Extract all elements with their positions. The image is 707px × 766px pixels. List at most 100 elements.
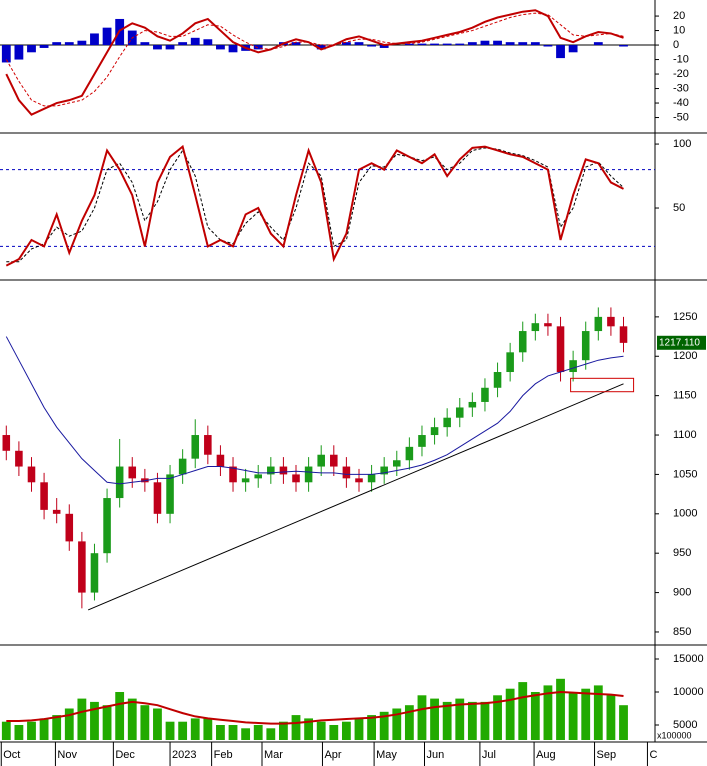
x-tick-label: Feb	[214, 749, 233, 761]
candle-body	[52, 509, 61, 514]
volume-bar	[304, 718, 314, 740]
volume-bar	[279, 721, 288, 740]
histogram-bar	[165, 45, 175, 50]
histogram-bar	[467, 42, 477, 46]
y-tick-label: 15000	[673, 653, 704, 665]
volume-bar	[467, 701, 477, 740]
y-tick-label: 50	[673, 202, 685, 214]
volume-bar	[27, 721, 36, 740]
histogram-bar	[39, 45, 49, 48]
volume-bar	[619, 705, 628, 740]
volume-bar	[115, 691, 125, 740]
candle-body	[115, 466, 124, 499]
x-tick-label: Jun	[426, 749, 444, 761]
histogram-bar	[530, 42, 540, 46]
candle-body	[518, 331, 527, 353]
volume-average	[6, 690, 624, 725]
histogram-bar	[543, 45, 553, 47]
volume-bar	[455, 698, 465, 740]
volume-bar	[367, 715, 376, 740]
candle-body	[506, 352, 514, 373]
indicator-line	[5, 9, 624, 116]
histogram-bar	[291, 42, 301, 46]
candle-body	[267, 466, 275, 475]
volume-bar	[530, 691, 540, 740]
histogram-bar	[64, 42, 74, 46]
x-tick-label: Nov	[57, 749, 77, 761]
y-tick-label: 20	[673, 10, 685, 22]
histogram-bar	[379, 45, 389, 48]
moving-average	[5, 336, 624, 485]
x-tick-label: Aug	[536, 749, 556, 761]
histogram-bar	[203, 39, 213, 46]
volume-bar	[216, 724, 225, 740]
volume-bar	[543, 685, 553, 740]
candle-body	[78, 541, 86, 593]
candle-body	[594, 316, 603, 332]
candle-body	[367, 474, 376, 483]
volume-bar	[430, 698, 439, 740]
y-tick-label: 900	[673, 586, 691, 598]
volume-bar	[178, 721, 188, 740]
volume-bar	[140, 705, 150, 740]
x-tick-label: May	[376, 749, 397, 761]
candle-body	[556, 326, 565, 373]
volume-bar	[291, 715, 301, 740]
volume-bar	[493, 695, 502, 740]
unit-label: x100000	[657, 730, 692, 740]
candle-body	[204, 435, 212, 455]
histogram-bar	[77, 40, 87, 46]
candle-body	[191, 435, 200, 459]
histogram-bar	[619, 45, 628, 47]
histogram-bar	[216, 45, 225, 50]
x-tick-label: Apr	[324, 749, 341, 761]
histogram-bar	[102, 27, 112, 46]
y-tick-label: -40	[673, 97, 689, 109]
candle-body	[241, 478, 250, 483]
y-tick-label: 1150	[673, 390, 697, 402]
volume-bar	[14, 724, 24, 740]
histogram-bar	[190, 37, 200, 46]
volume-bar	[379, 711, 389, 740]
candle-body	[317, 454, 325, 467]
candle-body	[405, 446, 414, 461]
y-tick-label: -10	[673, 53, 689, 65]
candle-body	[229, 466, 237, 483]
candle-body	[292, 474, 300, 483]
histogram-bar	[442, 43, 452, 46]
candle-body	[342, 466, 351, 479]
histogram-bar	[493, 40, 502, 46]
volume-bar	[190, 718, 200, 740]
volume-bar	[341, 721, 351, 740]
volume-bar	[404, 705, 414, 740]
histogram-bar	[556, 45, 565, 59]
volume-bar	[165, 721, 175, 740]
last-price-box	[657, 335, 706, 350]
candle-body	[27, 466, 36, 483]
candle-body	[15, 450, 23, 467]
histogram-bar	[518, 42, 528, 46]
volume-bar	[556, 678, 565, 740]
volume-bar	[127, 698, 137, 740]
x-tick-label: Mar	[264, 749, 283, 761]
volume-bar	[316, 721, 326, 740]
x-tick-label: C	[649, 749, 657, 761]
y-tick-label: 10000	[673, 686, 704, 698]
y-tick-label: -20	[673, 68, 689, 80]
y-tick-label: 1200	[673, 350, 697, 362]
histogram-bar	[568, 45, 578, 53]
histogram-bar	[153, 45, 162, 50]
histogram-bar	[505, 42, 515, 46]
histogram-bar	[27, 45, 36, 53]
volume-bar	[77, 698, 87, 740]
volume-bar	[354, 718, 364, 740]
volume-bar	[52, 715, 62, 740]
candle-body	[355, 478, 363, 483]
trendline	[87, 383, 624, 611]
volume-bar	[329, 724, 339, 740]
volume-bar	[153, 708, 162, 740]
volume-bar	[417, 695, 427, 740]
candle-body	[304, 466, 313, 483]
